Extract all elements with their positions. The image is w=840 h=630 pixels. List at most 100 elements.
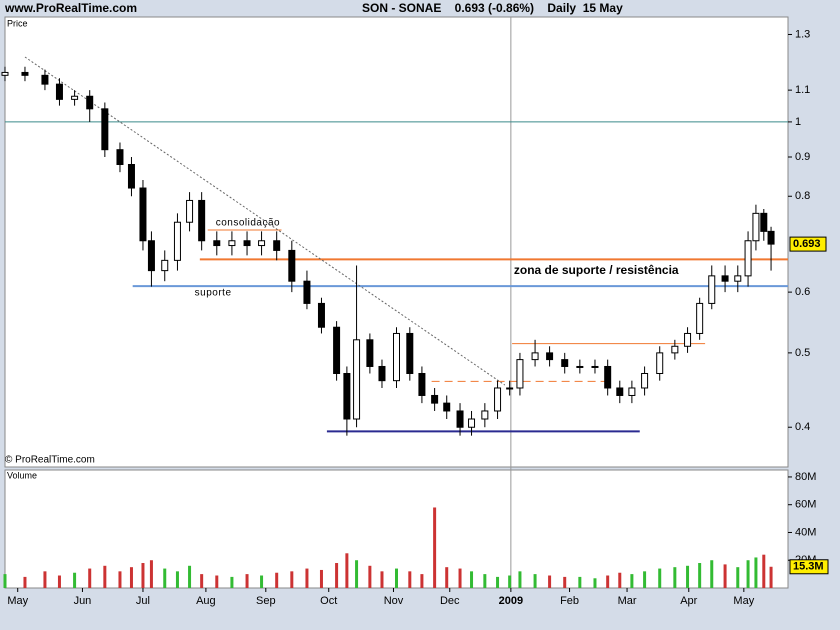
candle-body [616, 387, 624, 396]
site: www.ProRealTime.com [4, 1, 137, 15]
volume-bar [445, 567, 449, 588]
volume-badge [789, 559, 829, 575]
x-tick-label: Jul [136, 595, 150, 607]
volume-bar [163, 568, 167, 588]
volume-tick-label: 80M [795, 471, 816, 483]
candle-body [767, 230, 775, 245]
candle-body [506, 387, 514, 390]
y-tick-label: 1.3 [795, 28, 810, 40]
price-label: Price [7, 18, 28, 28]
volume-bar [618, 572, 622, 588]
candle-body [604, 365, 612, 389]
candle-body [41, 74, 49, 85]
volume-bar [754, 557, 758, 588]
copyright: © ProRealTime.com [5, 455, 95, 466]
candle-body [86, 95, 94, 110]
candle-body [317, 302, 325, 328]
volume-bar [762, 554, 766, 588]
volume-bar [380, 571, 384, 588]
candle-body [161, 259, 169, 272]
volume-bar [643, 571, 647, 588]
y-tick-label: 1 [795, 116, 801, 128]
volume-label: Volume [7, 470, 37, 480]
volume-bar [533, 574, 537, 588]
candle-body [101, 108, 109, 151]
volume-bar [710, 560, 714, 588]
candle-body [21, 71, 29, 76]
candle-body [303, 280, 311, 304]
candle-body [116, 149, 124, 165]
candle-body [481, 410, 489, 420]
candle-body [456, 410, 464, 428]
candle-body [55, 83, 63, 100]
candle-body [186, 199, 194, 223]
candle-body [213, 240, 221, 247]
volume-bar [673, 567, 677, 588]
candle-body [494, 387, 502, 412]
x-tick-label: May [7, 595, 28, 607]
volume-bar [518, 571, 522, 588]
price-panel [4, 16, 789, 468]
volume-bar [723, 564, 727, 588]
candle-body [406, 332, 414, 374]
candle-body [760, 212, 768, 232]
x-tick-label: 2009 [499, 595, 523, 607]
chart-title: SON - SONAE 0.693 (-0.86%) Daily 15 May [362, 1, 623, 15]
y-tick-label: 1.1 [795, 84, 810, 96]
volume-bar [149, 560, 153, 588]
x-tick-label: Nov [384, 595, 404, 607]
candle-body [721, 275, 729, 282]
volume-bar [319, 569, 323, 588]
volume-bar [746, 560, 750, 588]
candle-body [333, 326, 341, 374]
volume-bar [103, 565, 107, 588]
volume-bar [630, 574, 634, 588]
x-tick-label: Jun [74, 595, 92, 607]
volume-bar [88, 568, 92, 588]
y-tick-label: 0.5 [795, 347, 810, 359]
x-tick-label: May [733, 595, 754, 607]
candle-body [393, 332, 400, 382]
volume-bar [395, 568, 398, 588]
candle-body [671, 345, 679, 354]
x-tick-label: Oct [320, 595, 337, 607]
level-label: consolidação [216, 218, 280, 229]
candle-body [546, 352, 554, 361]
candle-body [71, 95, 79, 100]
candle-body [343, 372, 351, 420]
candle-body [1, 71, 9, 76]
volume-bar [305, 568, 309, 588]
candle-body [258, 240, 266, 247]
volume-bar [433, 507, 437, 588]
candle-body [516, 359, 524, 389]
x-tick-label: Sep [256, 595, 276, 607]
candle-body [641, 372, 649, 389]
volume-bar [335, 563, 339, 588]
candle-body [288, 249, 296, 282]
candle-body [147, 240, 155, 272]
volume-bar [408, 571, 412, 588]
candle-body [198, 199, 206, 242]
volume-bar [215, 575, 219, 588]
volume-bar [260, 575, 264, 588]
candle-body [353, 339, 361, 420]
volume-bar [355, 560, 359, 588]
y-tick-label: 0.6 [795, 286, 810, 298]
volume-bar [43, 571, 47, 588]
candle-body [708, 275, 716, 304]
y-tick-label: 0.4 [795, 421, 810, 433]
x-tick-label: Dec [440, 595, 460, 607]
volume-bar [345, 553, 349, 588]
x-tick-label: Aug [196, 595, 216, 607]
volume-bar [23, 576, 27, 588]
volume-bar [230, 576, 234, 588]
volume-tick-label: 60M [795, 499, 816, 511]
volume-bar [175, 571, 179, 588]
candle-body [243, 240, 251, 247]
candle-body [418, 372, 426, 396]
volume-bar [658, 568, 662, 588]
volume-bar [188, 565, 192, 588]
volume-bar [563, 576, 567, 588]
volume-badge-label: 15.3M [793, 561, 824, 573]
